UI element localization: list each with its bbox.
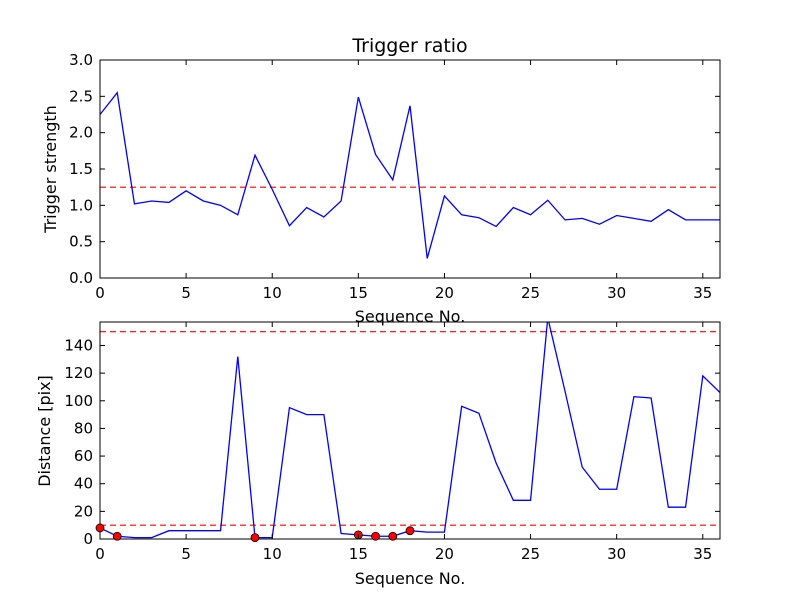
y-tick-label: 40	[74, 475, 93, 493]
x-tick-label: 35	[693, 545, 712, 563]
y-tick-label: 20	[74, 502, 93, 520]
data-point-marker	[250, 533, 260, 543]
bottom-y-axis-label: Distance [pix]	[35, 375, 54, 487]
top-x-axis-label: Sequence No.	[355, 307, 466, 326]
y-tick-label: 140	[64, 336, 93, 354]
top-y-axis-label: Trigger strength	[41, 105, 60, 234]
y-tick-label: 3.0	[69, 51, 93, 69]
plot-inner	[100, 91, 720, 259]
top-plot-area: 0 5 10 15 20 25 30 35 0.0 0.5 1.0 1.5 2.0 2.5 3.0	[69, 51, 721, 302]
data-point-marker	[371, 531, 380, 541]
chart-title: Trigger ratio	[351, 35, 467, 57]
y-tick-label: 0.0	[69, 269, 93, 287]
x-tick-label: 5	[181, 284, 191, 302]
x-tick-label: 15	[349, 545, 368, 563]
x-tick-label: 30	[607, 284, 626, 302]
bottom-plot-area: 0 5 10 15 20 25 30 35 0 20 40 60 80 100 120 140	[64, 321, 721, 563]
x-tick-label: 5	[181, 545, 191, 563]
y-tick-label: 1.5	[69, 160, 93, 178]
x-tick-label: 25	[521, 545, 540, 563]
x-tick-label: 30	[607, 545, 626, 563]
data-point-marker	[388, 531, 398, 541]
y-tick-label: 80	[74, 419, 93, 437]
y-tick-label: 0	[83, 530, 93, 548]
data-point-marker	[112, 531, 122, 541]
x-tick-label: 35	[693, 284, 712, 302]
y-tick-label: 2.0	[69, 124, 93, 142]
data-point-marker	[405, 526, 415, 536]
x-tick-label: 20	[435, 284, 454, 302]
x-tick-label: 0	[95, 545, 105, 563]
x-tick-label: 15	[349, 284, 368, 302]
top-subplot: Trigger ratio Sequence No. Trigger stren…	[41, 35, 721, 326]
x-tick-label: 20	[435, 545, 454, 563]
y-tick-label: 60	[74, 447, 93, 465]
x-tick-label: 0	[95, 284, 105, 302]
bottom-x-axis-label: Sequence No.	[355, 569, 466, 588]
y-tick-label: 100	[64, 392, 93, 410]
bottom-subplot: Sequence No. Distance [pix] 0 5 10 15 20 25 30…	[35, 321, 721, 588]
axes-frame	[99, 321, 721, 540]
data-point-marker	[95, 523, 105, 533]
y-tick-label: 1.0	[69, 196, 93, 214]
y-tick-label: 2.5	[69, 87, 93, 105]
y-tick-label: 120	[64, 364, 93, 382]
x-tick-label: 10	[263, 545, 282, 563]
y-tick-label: 0.5	[69, 233, 93, 251]
x-tick-label: 25	[521, 284, 540, 302]
series-line	[100, 91, 720, 259]
x-tick-label: 10	[263, 284, 282, 302]
